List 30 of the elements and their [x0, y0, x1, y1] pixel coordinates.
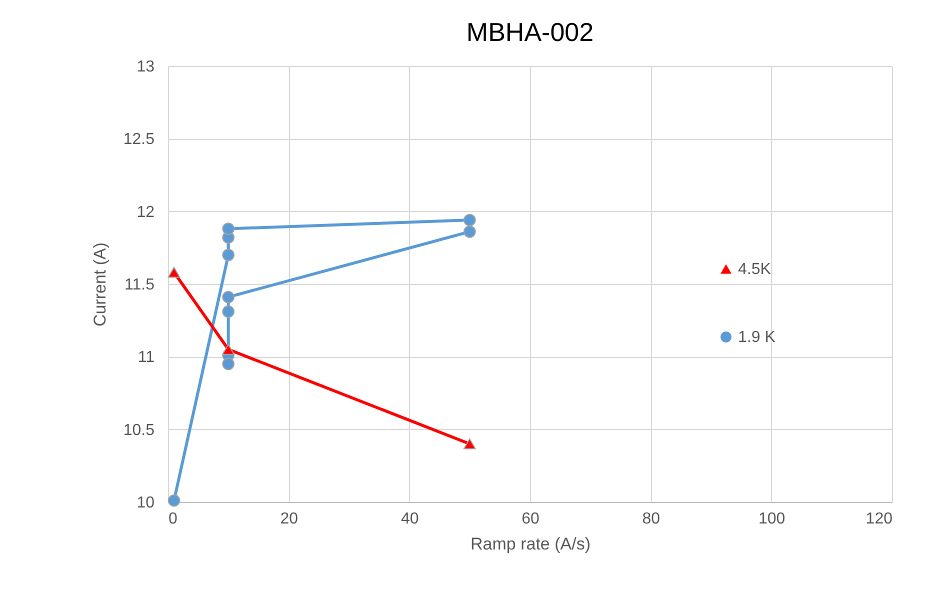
y-tick-label: 11.5 [124, 276, 155, 294]
x-tick-label: 120 [866, 510, 893, 528]
x-tick-label: 80 [642, 510, 660, 528]
point [463, 225, 476, 238]
point [463, 214, 476, 226]
y-axis-title: Current (A) [90, 242, 110, 327]
legend-label: 1.9 K [738, 329, 776, 346]
point [222, 248, 235, 262]
y-tick-label: 13 [136, 58, 155, 76]
x-tick-label: 0 [168, 510, 178, 528]
x-tick-label: 100 [758, 510, 786, 528]
x-tick-label: 20 [280, 510, 298, 528]
point [222, 358, 235, 370]
chart-title: MBHA-002 [466, 17, 594, 47]
point [222, 305, 235, 318]
y-tick-label: 10 [136, 494, 155, 512]
point [222, 222, 235, 235]
point [222, 290, 235, 304]
x-tick-label: 40 [400, 510, 419, 528]
y-tick-label: 12.5 [123, 131, 155, 148]
point [463, 438, 476, 450]
legend-label: 4.5K [738, 261, 772, 278]
y-tick-label: 12 [136, 204, 155, 221]
y-tick-label: 11 [138, 349, 155, 366]
point [168, 494, 180, 507]
x-tick-label: 60 [522, 510, 540, 528]
y-tick-label: 10.5 [123, 422, 155, 439]
x-axis-title: Ramp rate (A/s) [470, 534, 590, 554]
point [222, 344, 235, 355]
point [168, 266, 180, 278]
